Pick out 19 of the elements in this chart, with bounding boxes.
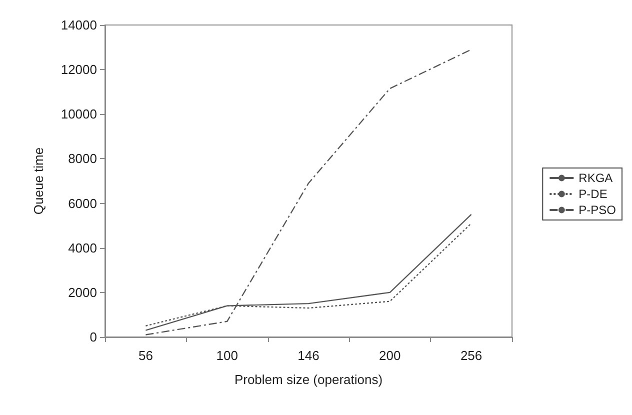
- x-tick-label: 256: [460, 348, 482, 363]
- legend-label: P-PSO: [578, 203, 616, 217]
- y-tick-label: 10000: [60, 106, 97, 122]
- y-tick-label: 0: [90, 330, 97, 344]
- line-series: [145, 48, 472, 336]
- x-tick-label: 56: [138, 348, 153, 363]
- legend-label: RKGA: [578, 171, 613, 185]
- y-tick-label: 8000: [68, 151, 97, 166]
- x-tick-label: 100: [216, 348, 238, 363]
- y-axis-title: Queue time: [31, 147, 46, 215]
- y-tick-label: 12000: [60, 62, 97, 78]
- y-tick-label: 14000: [60, 18, 97, 32]
- y-tick-label: 6000: [68, 196, 97, 211]
- y-tick-label: 2000: [68, 284, 97, 300]
- x-axis-title: Problem size (operations): [234, 372, 383, 387]
- x-tick-label: 146: [298, 348, 320, 363]
- legend-label: P-DE: [578, 187, 608, 201]
- y-tick-label: 4000: [68, 240, 97, 256]
- x-tick-label: 200: [379, 348, 401, 363]
